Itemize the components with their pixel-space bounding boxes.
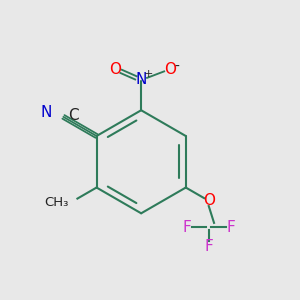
Text: F: F	[182, 220, 191, 235]
Text: CH₃: CH₃	[44, 196, 69, 209]
Text: F: F	[226, 220, 235, 235]
Text: N: N	[40, 105, 52, 120]
Text: N: N	[136, 72, 147, 87]
Text: O: O	[109, 61, 121, 76]
Text: C: C	[68, 108, 78, 123]
Text: F: F	[204, 238, 213, 253]
Text: O: O	[165, 61, 177, 76]
Text: -: -	[175, 60, 179, 74]
Text: O: O	[203, 193, 215, 208]
Text: +: +	[144, 69, 153, 79]
